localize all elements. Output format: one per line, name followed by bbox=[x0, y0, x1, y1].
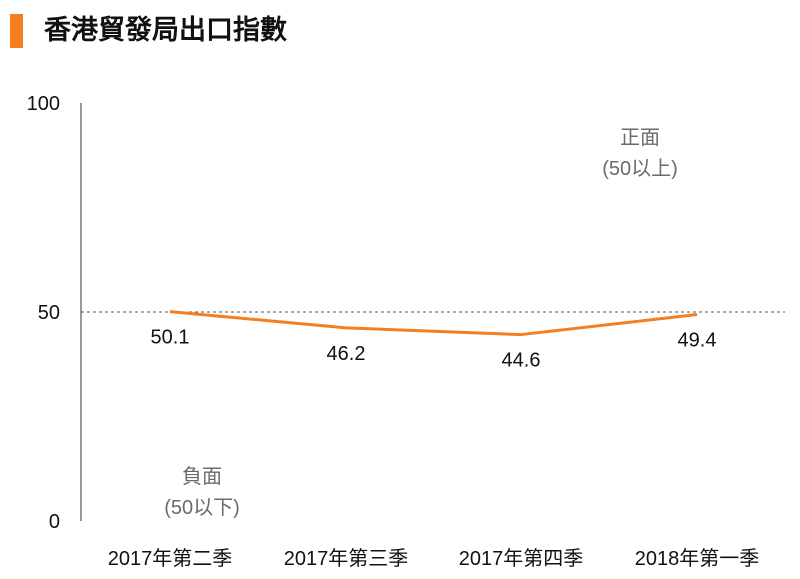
positive-zone-label: 正面 bbox=[620, 127, 660, 149]
x-tick-label: 2017年第二季 bbox=[108, 547, 233, 570]
x-tick-label: 2017年第三季 bbox=[284, 547, 409, 570]
y-tick-label: 0 bbox=[49, 511, 60, 533]
x-tick-label: 2018年第一季 bbox=[635, 547, 760, 570]
series-line bbox=[169, 310, 698, 337]
positive-zone-sublabel: (50以上) bbox=[602, 157, 678, 180]
y-tick-label: 100 bbox=[27, 93, 60, 115]
data-label: 44.6 bbox=[502, 350, 541, 372]
chart-title: 香港貿發局出口指數 bbox=[44, 15, 287, 45]
x-tick-labels: 2017年第二季 2017年第三季 2017年第四季 2018年第一季 bbox=[108, 547, 760, 570]
data-label: 49.4 bbox=[678, 330, 717, 352]
title-accent-bar bbox=[10, 14, 23, 48]
x-tick-label: 2017年第四季 bbox=[459, 547, 584, 570]
data-label: 46.2 bbox=[327, 343, 366, 365]
negative-zone-sublabel: (50以下) bbox=[164, 497, 240, 519]
data-label: 50.1 bbox=[151, 327, 190, 349]
negative-zone-label: 負面 bbox=[182, 465, 222, 488]
data-labels: 50.1 46.2 44.6 49.4 bbox=[151, 327, 717, 372]
y-tick-label: 50 bbox=[38, 302, 60, 324]
y-tick-labels: 0 50 100 bbox=[27, 93, 60, 533]
